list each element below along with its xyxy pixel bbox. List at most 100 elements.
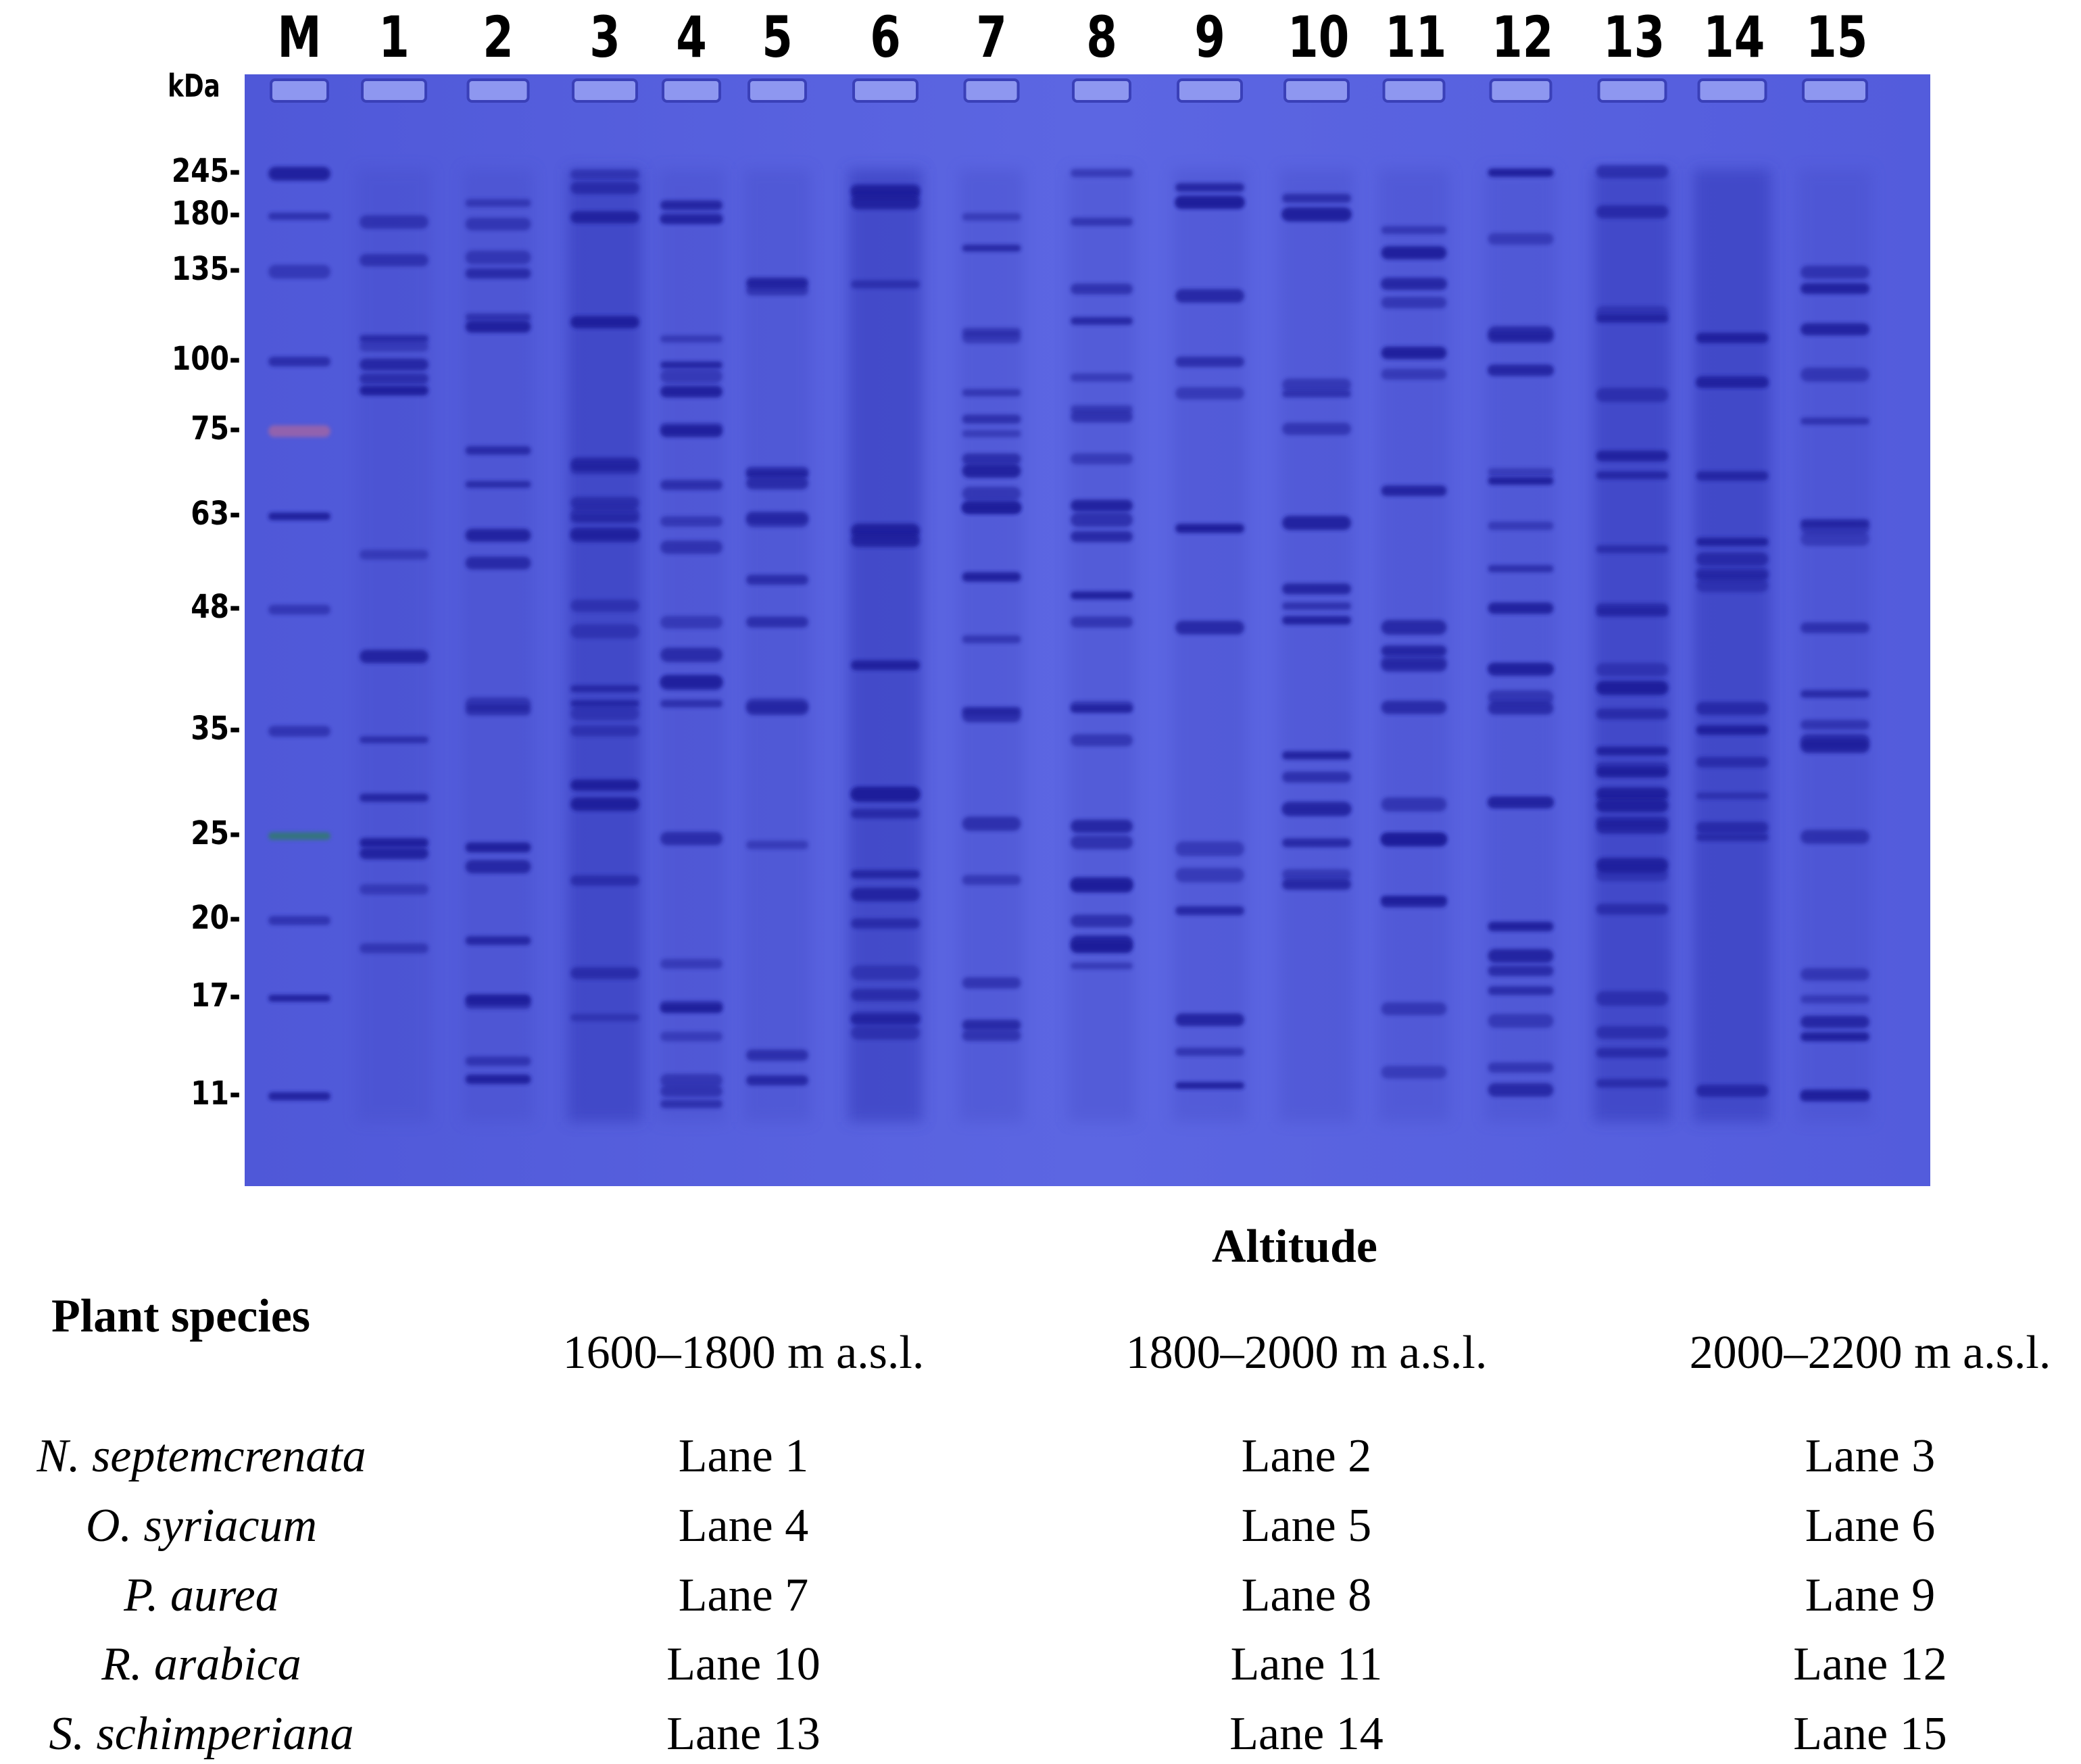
protein-band [1488, 168, 1554, 177]
protein-band [1071, 819, 1133, 833]
protein-band [360, 253, 429, 267]
protein-band [660, 516, 723, 527]
protein-band [360, 884, 429, 895]
protein-band [570, 497, 639, 510]
lane-label: 12 [1492, 4, 1554, 70]
protein-band [1071, 283, 1133, 295]
protein-band [1596, 314, 1669, 323]
protein-band [1696, 537, 1769, 546]
protein-band [360, 736, 429, 743]
protein-band [660, 369, 723, 383]
protein-band [660, 647, 723, 662]
protein-band [851, 965, 920, 981]
protein-band [1801, 720, 1869, 730]
lane-assignment-cell: Lane 3 [1805, 1430, 1936, 1482]
protein-band [570, 181, 639, 195]
protein-band [1596, 450, 1669, 462]
protein-band [570, 169, 639, 180]
protein-band [1488, 662, 1554, 677]
protein-band [465, 1056, 531, 1066]
protein-band [570, 599, 639, 612]
protein-band [1381, 1066, 1447, 1079]
protein-band [851, 1026, 920, 1040]
protein-band [1282, 583, 1351, 595]
lane-smear [848, 169, 923, 1122]
lane-smear [743, 169, 811, 1122]
protein-band [1381, 485, 1447, 497]
protein-band [1175, 524, 1244, 533]
protein-band [1596, 798, 1669, 812]
marker-band [268, 212, 330, 220]
loading-well [1489, 78, 1552, 103]
protein-band [1071, 734, 1133, 747]
lane-assignment-cell: Lane 2 [1241, 1430, 1372, 1482]
protein-band [1282, 869, 1351, 880]
marker-band [268, 512, 330, 520]
protein-band [1801, 323, 1869, 336]
protein-band [1596, 1026, 1669, 1039]
protein-band [465, 320, 531, 333]
protein-band [746, 1049, 808, 1061]
protein-band [660, 361, 723, 369]
protein-band [1282, 616, 1351, 625]
lane-label: M [277, 4, 322, 70]
protein-band [1696, 756, 1769, 768]
protein-band [660, 215, 723, 224]
lane-smear [658, 169, 725, 1122]
mw-marker-label: 75- [191, 410, 241, 447]
protein-band [962, 503, 1021, 514]
protein-band [1282, 516, 1351, 531]
protein-band [1696, 379, 1769, 388]
marker-band [268, 166, 330, 181]
protein-band [1381, 226, 1447, 235]
protein-band [1381, 797, 1447, 812]
protein-band [570, 967, 639, 979]
lane-assignment-cell: Lane 14 [1229, 1708, 1384, 1760]
lane-assignment-cell: Lane 9 [1805, 1569, 1936, 1621]
protein-band [1596, 787, 1669, 801]
protein-band [360, 335, 429, 343]
protein-band [851, 1014, 920, 1024]
protein-band [851, 280, 920, 289]
protein-band [1282, 390, 1351, 398]
protein-band [962, 453, 1021, 465]
lane-assignment-cell: Lane 4 [678, 1500, 809, 1552]
protein-band [1282, 838, 1351, 848]
species-name: N. septemcrenata [36, 1430, 366, 1482]
protein-band [1596, 903, 1669, 915]
protein-band [660, 200, 723, 210]
protein-band [570, 464, 639, 474]
protein-band [1596, 1048, 1669, 1058]
protein-band [1381, 658, 1447, 672]
lane-assignment-cell: Lane 5 [1241, 1500, 1372, 1552]
protein-band [1596, 662, 1669, 677]
marker-band [268, 1092, 330, 1101]
protein-band [570, 875, 639, 886]
protein-band [1488, 702, 1554, 715]
marker-band [268, 604, 330, 615]
protein-band [1071, 218, 1133, 226]
protein-band [1801, 417, 1869, 425]
protein-band [1071, 591, 1133, 599]
altitude-range-2: 1800–2000 m a.s.l. [1125, 1327, 1488, 1379]
protein-band [962, 572, 1021, 582]
species-name: S. schimperiana [49, 1708, 354, 1760]
protein-band [660, 616, 723, 629]
protein-band [851, 534, 920, 547]
protein-band [1282, 804, 1351, 814]
loading-well [1382, 78, 1446, 103]
protein-band [1282, 751, 1351, 760]
lane-assignment-cell: Lane 15 [1793, 1708, 1947, 1760]
protein-band [962, 414, 1021, 424]
protein-band [1801, 283, 1869, 294]
protein-band [1071, 317, 1133, 325]
protein-band [1696, 792, 1769, 800]
protein-band [746, 513, 808, 528]
protein-band [962, 977, 1021, 989]
protein-band [660, 425, 723, 437]
protein-band [962, 464, 1021, 479]
loading-well [662, 78, 721, 103]
protein-band [660, 1004, 723, 1013]
lane-smear [1279, 169, 1354, 1122]
protein-band [660, 1073, 723, 1087]
